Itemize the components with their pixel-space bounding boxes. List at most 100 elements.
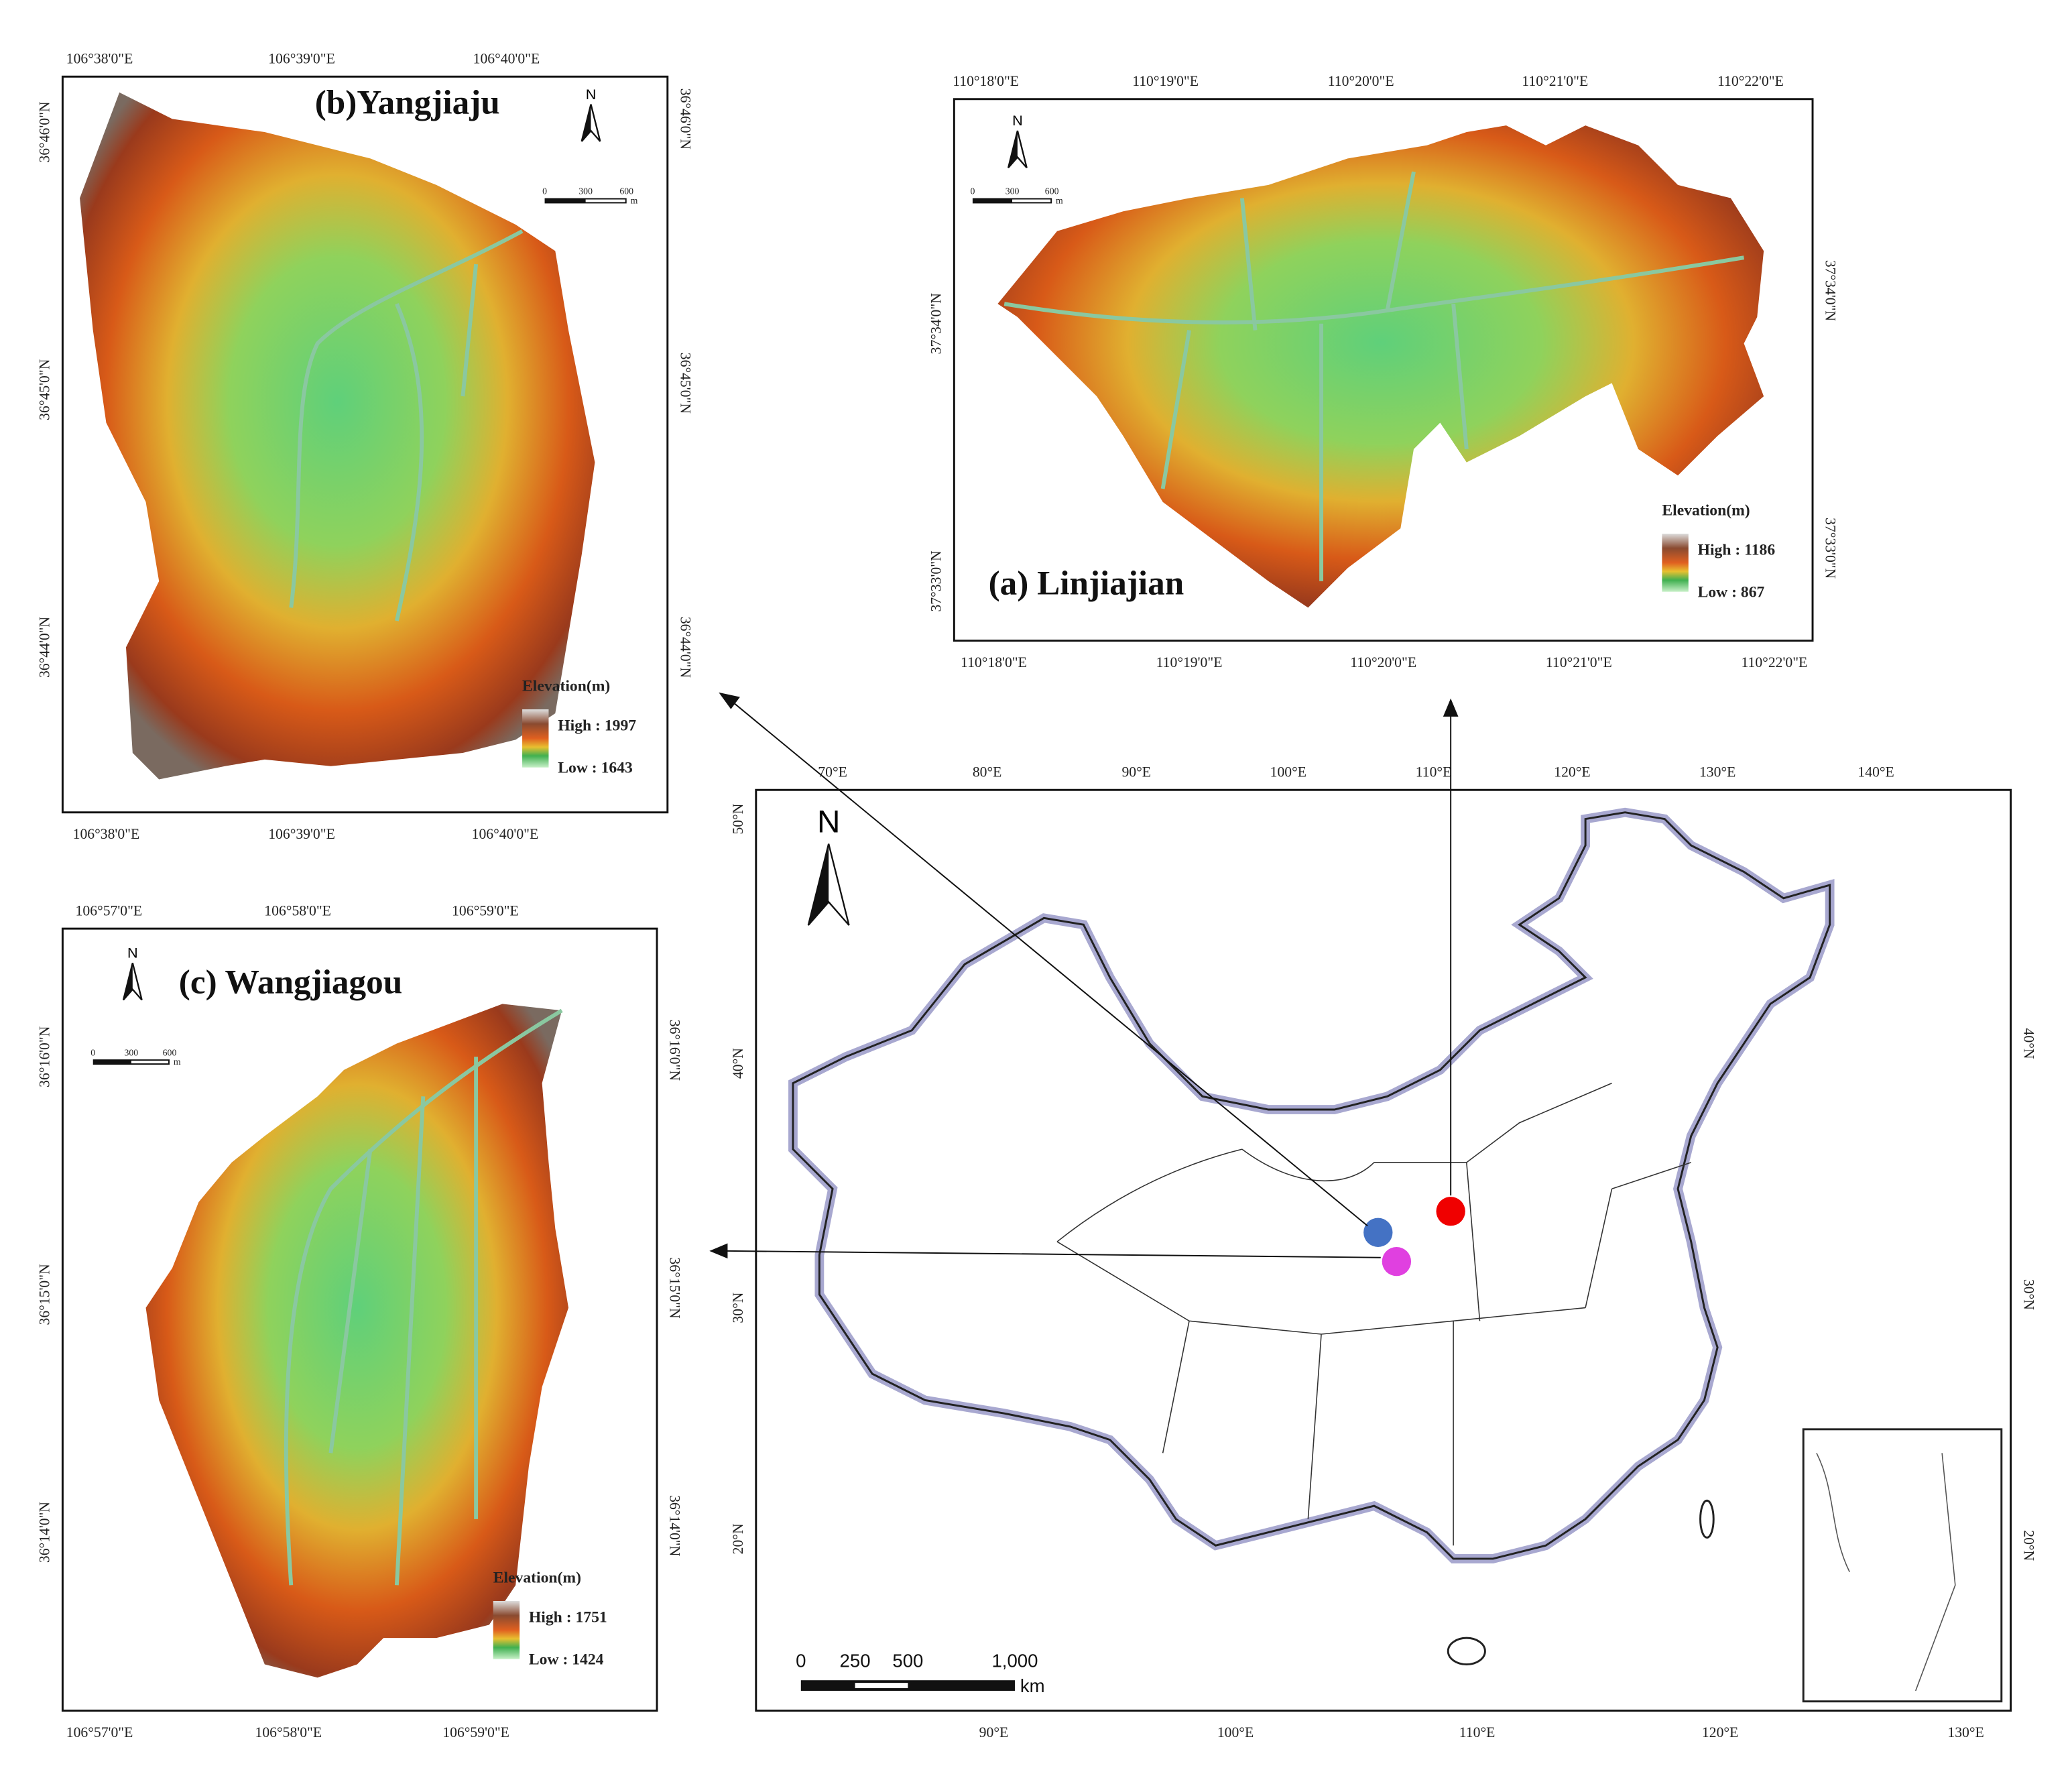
scale-unit: km <box>1020 1675 1045 1696</box>
top-tick-label: 120°E <box>1554 764 1590 780</box>
legend-title: Elevation(m) <box>1662 501 1750 519</box>
legend-high: High : 1186 <box>1698 542 1776 559</box>
left-tick-label: 37°34'0"N <box>928 293 944 355</box>
top-tick-label: 106°39'0"E <box>268 51 335 67</box>
terrain-c <box>145 1004 569 1678</box>
left-tick-label: 36°15'0"N <box>37 1264 53 1325</box>
scale-bar <box>855 1683 908 1689</box>
north-label: N <box>127 944 138 961</box>
scale-bar <box>585 199 625 202</box>
terrain-b <box>80 92 595 780</box>
scale-label: 600 <box>163 1047 177 1057</box>
legend-low: Low : 1643 <box>558 760 633 777</box>
bottom-tick-label: 110°18'0"E <box>961 654 1027 670</box>
left-tick-label: 36°46'0"N <box>37 101 53 163</box>
panel-title: (c) Wangjiagou <box>179 963 402 1002</box>
top-tick-label: 100°E <box>1270 764 1306 780</box>
scale-bar <box>131 1061 169 1064</box>
left-tick-label: 40°N <box>730 1048 746 1079</box>
scale-label: 0 <box>796 1650 806 1671</box>
china-map <box>709 692 2003 1703</box>
north-label: N <box>817 804 840 839</box>
bottom-tick-label: 130°E <box>1947 1724 1984 1740</box>
legend-low: Low : 867 <box>1698 584 1765 601</box>
top-tick-label: 110°18'0"E <box>953 73 1019 89</box>
left-tick-label: 36°14'0"N <box>37 1502 53 1563</box>
bottom-tick-label: 100°E <box>1217 1724 1254 1740</box>
scale-label: 1,000 <box>991 1650 1038 1671</box>
right-tick-label: 30°N <box>2020 1279 2036 1310</box>
legend-high: High : 1751 <box>529 1609 607 1626</box>
north-label: N <box>1012 112 1023 129</box>
left-tick-label: 36°45'0"N <box>37 359 53 420</box>
north-label: N <box>586 86 597 103</box>
bottom-tick-label: 110°22'0"E <box>1741 654 1807 670</box>
top-tick-label: 80°E <box>973 764 1002 780</box>
top-tick-label: 106°58'0"E <box>264 902 331 918</box>
right-tick-label: 40°N <box>2020 1028 2036 1059</box>
bottom-tick-label: 106°39'0"E <box>268 826 335 842</box>
site-marker <box>1382 1246 1412 1277</box>
scale-label: 300 <box>578 186 593 196</box>
left-tick-label: 20°N <box>730 1523 746 1554</box>
terrain-a <box>997 125 1764 608</box>
right-tick-label: 36°44'0"N <box>677 617 693 678</box>
top-tick-label: 110°19'0"E <box>1132 73 1199 89</box>
scale-label: 0 <box>970 186 975 196</box>
right-tick-label: 36°45'0"N <box>677 353 693 414</box>
site-marker <box>1363 1218 1393 1247</box>
bottom-tick-label: 106°59'0"E <box>442 1724 509 1740</box>
right-tick-label: 37°34'0"N <box>1823 260 1839 322</box>
frame <box>61 927 658 1712</box>
scale-label: 250 <box>840 1650 871 1671</box>
right-tick-label: 36°46'0"N <box>677 88 693 150</box>
top-tick-label: 70°E <box>818 764 847 780</box>
bottom-tick-label: 120°E <box>1702 1724 1738 1740</box>
top-tick-label: 110°22'0"E <box>1717 73 1784 89</box>
scale-label: 500 <box>892 1650 923 1671</box>
top-tick-label: 106°40'0"E <box>473 51 540 67</box>
legend-swatch <box>522 709 549 768</box>
top-tick-label: 140°E <box>1857 764 1894 780</box>
top-tick-label: 106°59'0"E <box>452 902 519 918</box>
right-tick-label: 37°33'0"N <box>1823 518 1839 579</box>
site-marker <box>1436 1197 1465 1226</box>
bottom-tick-label: 110°E <box>1459 1724 1496 1740</box>
legend-low: Low : 1424 <box>529 1651 604 1669</box>
top-tick-label: 106°57'0"E <box>76 902 143 918</box>
bottom-tick-label: 106°57'0"E <box>66 1724 133 1740</box>
left-tick-label: 36°16'0"N <box>37 1026 53 1087</box>
bottom-tick-label: 106°40'0"E <box>472 826 539 842</box>
top-tick-label: 110°E <box>1416 764 1452 780</box>
top-tick-label: 106°38'0"E <box>66 51 133 67</box>
left-tick-label: 50°N <box>730 803 746 834</box>
right-tick-label: 20°N <box>2020 1530 2036 1561</box>
left-tick-label: 30°N <box>730 1292 746 1323</box>
top-tick-label: 90°E <box>1121 764 1151 780</box>
north-arrow <box>1008 131 1018 168</box>
scale-label: 0 <box>90 1047 95 1057</box>
scale-label: 600 <box>1045 186 1059 196</box>
bottom-tick-label: 106°58'0"E <box>255 1724 322 1740</box>
panel-title: (a) Linjiajian <box>989 565 1184 603</box>
right-tick-label: 36°15'0"N <box>667 1257 683 1319</box>
scale-unit: m <box>631 195 638 205</box>
scale-label: 600 <box>619 186 633 196</box>
top-tick-label: 110°21'0"E <box>1522 73 1588 89</box>
right-tick-label: 36°14'0"N <box>667 1495 683 1557</box>
bottom-tick-label: 110°19'0"E <box>1156 654 1223 670</box>
scale-bar <box>1012 199 1051 202</box>
scale-unit: m <box>174 1057 181 1067</box>
bottom-tick-label: 90°E <box>979 1724 1009 1740</box>
frame <box>953 98 1814 642</box>
top-tick-label: 130°E <box>1699 764 1735 780</box>
bottom-tick-label: 106°38'0"E <box>73 826 140 842</box>
bottom-tick-label: 110°21'0"E <box>1546 654 1612 670</box>
legend-high: High : 1997 <box>558 717 636 735</box>
bottom-tick-label: 110°20'0"E <box>1350 654 1416 670</box>
scale-label: 300 <box>125 1047 139 1057</box>
legend-swatch <box>1662 533 1689 592</box>
right-tick-label: 36°16'0"N <box>667 1020 683 1081</box>
